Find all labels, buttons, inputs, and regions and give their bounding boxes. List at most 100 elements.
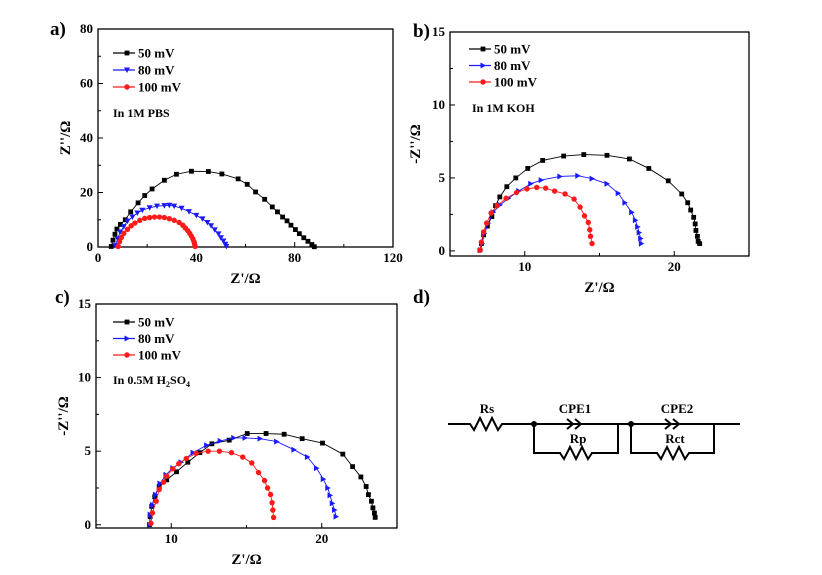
data-point-square — [581, 152, 587, 157]
data-point-square — [296, 231, 302, 237]
subscript: 4 — [186, 380, 190, 389]
data-point-circle — [118, 234, 125, 241]
rp-label: Rp — [570, 431, 587, 446]
rct-label: Rct — [665, 431, 685, 446]
data-point-triangle — [632, 217, 639, 224]
data-point-square — [112, 231, 118, 237]
data-point-circle — [124, 84, 130, 90]
data-point-circle — [494, 202, 500, 209]
y-tick-label: 60 — [80, 76, 93, 91]
data-point-circle — [164, 473, 170, 479]
data-point-circle — [148, 520, 154, 526]
y-tick-label: 20 — [80, 185, 93, 200]
panel-label-d: d) — [413, 287, 430, 308]
data-point-square — [124, 50, 130, 56]
data-point-square — [309, 242, 315, 247]
data-point-square — [128, 209, 134, 215]
subscript: 2 — [166, 380, 170, 389]
data-point-triangle — [304, 454, 311, 461]
data-point-triangle — [313, 465, 320, 472]
data-point-circle — [146, 214, 153, 221]
data-point-square — [185, 459, 191, 465]
data-point-square — [366, 492, 371, 497]
data-point-square — [284, 218, 290, 224]
data-point-circle — [551, 188, 558, 194]
data-point-triangle — [615, 190, 622, 197]
data-point-triangle — [149, 501, 156, 508]
x-tick-label: 0 — [95, 250, 102, 265]
legend-label: 100 mV — [138, 80, 182, 95]
data-point-square — [244, 431, 250, 436]
data-point-square — [244, 181, 250, 187]
data-point-circle — [542, 185, 549, 191]
data-point-circle — [269, 499, 275, 506]
legend-label: 100 mV — [138, 348, 182, 363]
data-point-square — [114, 226, 120, 232]
data-point-triangle — [166, 202, 173, 209]
data-point-triangle — [139, 207, 146, 214]
data-point-square — [263, 431, 269, 436]
data-point-square — [299, 436, 305, 442]
y-tick-label: 15 — [78, 296, 92, 311]
data-point-circle — [261, 477, 268, 484]
data-point-triangle — [146, 205, 153, 211]
data-point-circle — [151, 214, 158, 220]
data-point-square — [288, 222, 294, 228]
electrolyte-annotation: In 1M KOH — [472, 101, 535, 115]
data-point-circle — [478, 239, 485, 245]
legend-label: 80 mV — [138, 331, 175, 346]
annotation-text: SO — [170, 373, 186, 387]
data-point-square — [135, 200, 141, 206]
data-point-triangle — [638, 240, 645, 247]
series-line — [117, 216, 196, 247]
data-point-square — [293, 227, 298, 232]
data-point-square — [301, 235, 307, 241]
data-point-square — [504, 184, 510, 190]
data-point-circle — [249, 460, 255, 466]
data-point-triangle — [327, 492, 334, 499]
data-point-triangle — [325, 484, 331, 491]
data-point-circle — [142, 215, 148, 222]
data-point-square — [305, 238, 311, 244]
data-point-circle — [132, 220, 138, 226]
y-tick-label: 10 — [78, 370, 91, 385]
x-tick-label: 20 — [668, 259, 681, 274]
junction-node — [531, 421, 537, 427]
x-tick-label: 80 — [288, 250, 301, 265]
legend-label: 100 mV — [494, 75, 538, 90]
electrolyte-annotation: In 1M PBS — [113, 106, 170, 120]
data-point-circle — [124, 352, 130, 358]
data-point-triangle — [211, 227, 218, 233]
data-point-circle — [176, 219, 182, 226]
data-point-square — [164, 477, 170, 483]
x-axis-label: Z'/Ω — [231, 552, 261, 568]
data-point-triangle — [589, 175, 596, 182]
data-point-circle — [503, 195, 509, 202]
legend-label: 50 mV — [494, 42, 531, 57]
data-point-circle — [183, 455, 189, 462]
data-point-triangle — [291, 446, 297, 453]
data-point-circle — [270, 514, 277, 521]
data-point-triangle — [199, 216, 206, 222]
data-point-circle — [156, 486, 162, 493]
y-tick-label: 15 — [432, 24, 446, 39]
data-point-square — [281, 431, 287, 437]
x-tick-label: 10 — [518, 259, 531, 274]
data-point-triangle — [333, 513, 340, 520]
data-point-circle — [156, 214, 163, 220]
data-point-triangle — [320, 476, 327, 483]
x-axis-label: Z'/Ω — [584, 280, 614, 296]
data-point-square — [540, 158, 546, 163]
data-point-triangle — [154, 203, 160, 210]
x-tick-label: 40 — [190, 250, 203, 265]
data-point-square — [235, 176, 241, 182]
data-point-triangle — [161, 203, 168, 209]
annotation-text: In 0.5M H — [113, 373, 167, 387]
data-point-triangle — [185, 209, 192, 215]
data-point-triangle — [629, 209, 635, 216]
data-point-square — [280, 214, 286, 220]
data-point-square — [161, 177, 167, 183]
legend-entry: 100 mV — [113, 80, 182, 95]
panel-label: a) — [50, 19, 66, 40]
series-line — [480, 175, 642, 251]
